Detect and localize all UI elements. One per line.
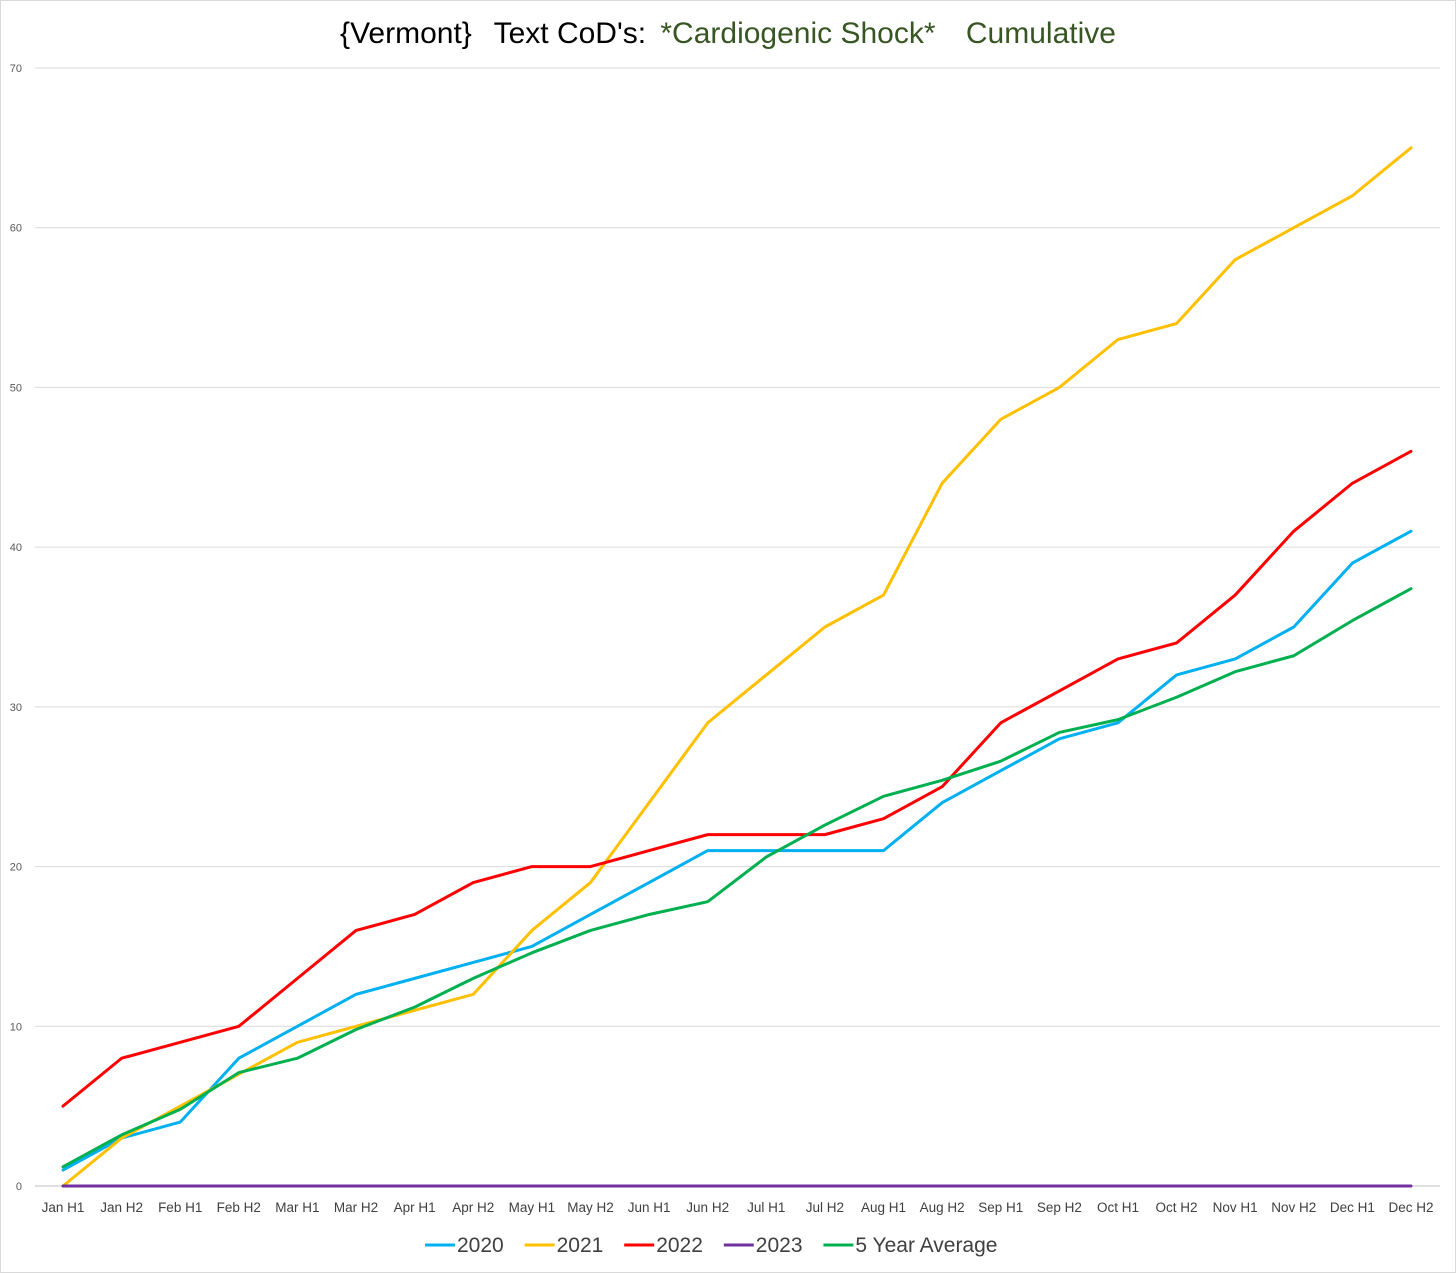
chart-title-part: Text CoD's: (486, 17, 646, 50)
x-tick-label: May H1 (509, 1200, 556, 1215)
legend-item: 2020 (425, 1234, 504, 1257)
x-tick-label: Apr H2 (452, 1200, 494, 1215)
legend: 2020 2021 2022 2023 5 Year Average (425, 1234, 997, 1257)
x-tick-label: Dec H1 (1330, 1200, 1375, 1215)
y-tick-label: 0 (16, 1181, 22, 1193)
x-tick-label: Sep H1 (978, 1200, 1023, 1215)
x-tick-label: Aug H1 (861, 1200, 906, 1215)
y-tick-label: 40 (10, 542, 22, 554)
x-axis-ticks: Jan H1 Jan H2 Feb H1 Feb H2 Mar H1 Mar H2 Apr … (42, 1200, 1434, 1215)
x-tick-label: Sep H2 (1037, 1200, 1082, 1215)
y-tick-label: 10 (10, 1021, 22, 1033)
chart-title-part: *Cardiogenic Shock* (652, 17, 936, 50)
x-tick-label: Jan H1 (42, 1200, 85, 1215)
legend-item: 5 Year Average (823, 1234, 997, 1257)
chart-title: {Vermont} Text CoD's: *Cardiogenic Shock… (340, 17, 1116, 50)
y-axis-ticks: 0 10 20 30 40 50 60 70 (10, 63, 22, 1193)
legend-label: 2020 (457, 1234, 504, 1257)
x-tick-label: Jul H2 (806, 1200, 844, 1215)
y-tick-label: 60 (10, 223, 22, 235)
x-tick-label: Apr H1 (394, 1200, 436, 1215)
chart-title-part: Cumulative (958, 17, 1116, 50)
x-tick-label: Oct H2 (1156, 1200, 1198, 1215)
series-line-5-year-average (61, 587, 1413, 1169)
x-tick-label: Nov H2 (1271, 1200, 1316, 1215)
x-tick-label: Nov H1 (1213, 1200, 1258, 1215)
legend-label: 2021 (557, 1234, 604, 1257)
x-tick-label: Jan H2 (100, 1200, 143, 1215)
chart-title-part: {Vermont} (340, 17, 472, 50)
x-tick-label: Jun H2 (686, 1200, 729, 1215)
x-tick-label: Dec H2 (1388, 1200, 1433, 1215)
y-tick-label: 50 (10, 382, 22, 394)
x-tick-label: Oct H1 (1097, 1200, 1139, 1215)
y-tick-label: 20 (10, 862, 22, 874)
series-line-2022 (61, 449, 1413, 1108)
x-tick-label: Feb H2 (217, 1200, 261, 1215)
series-line-2020 (61, 529, 1413, 1172)
legend-label: 2022 (656, 1234, 703, 1257)
x-tick-label: Mar H1 (275, 1200, 319, 1215)
x-tick-label: May H2 (567, 1200, 614, 1215)
x-tick-label: Jun H1 (628, 1200, 671, 1215)
x-tick-label: Mar H2 (334, 1200, 378, 1215)
y-tick-label: 70 (10, 63, 22, 75)
legend-item: 2022 (624, 1234, 703, 1257)
gridlines (35, 67, 1440, 1187)
legend-item: 2023 (723, 1234, 803, 1257)
x-tick-label: Feb H1 (158, 1200, 202, 1215)
y-tick-label: 30 (10, 702, 22, 714)
legend-label: 5 Year Average (855, 1234, 997, 1257)
series-line-2021 (61, 146, 1413, 1188)
legend-item: 2021 (524, 1234, 604, 1257)
legend-label: 2023 (756, 1234, 803, 1257)
x-tick-label: Jul H1 (747, 1200, 785, 1215)
series-lines (61, 146, 1413, 1188)
x-tick-label: Aug H2 (920, 1200, 965, 1215)
